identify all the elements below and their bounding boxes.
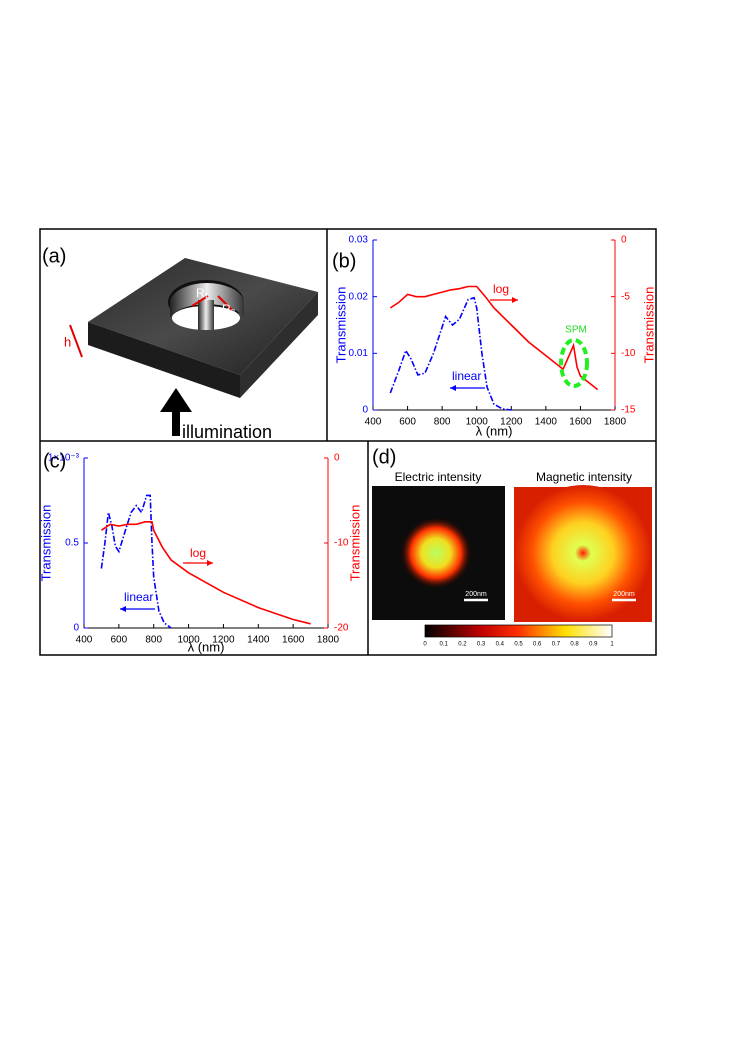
x-tick-label: 1200 [500,417,523,428]
colorbar-tick-label: 0.3 [477,642,486,648]
x-tick-label: 1400 [247,635,270,646]
x-tick-label: 800 [434,417,451,428]
colorbar-tick-label: 0.8 [570,642,579,648]
panel-label: (c) [43,450,66,472]
annotation: SPM [565,325,587,336]
x-tick-label: 1800 [604,417,627,428]
colorbar-tick-label: 0.1 [440,642,449,648]
colorbar-tick-label: 0.6 [533,642,542,648]
series-label: linear [452,369,481,383]
y2-axis-label: Transmission [347,505,362,582]
arrow-head [120,606,126,612]
map-title: Electric intensity [395,470,482,484]
panel-label: (d) [372,446,396,468]
series-line [389,285,599,391]
y2-tick-label: -20 [334,623,349,634]
map-title: Magnetic intensity [536,470,632,484]
arrow-head [207,560,213,566]
series-line [100,494,172,629]
annotation-ring [559,338,589,388]
radius-label: R₂ [222,302,236,316]
frames [39,228,657,656]
x-tick-label: 600 [111,635,128,646]
colorbar-tick-label: 0.5 [514,642,523,648]
y-axis-label: Transmission [333,287,348,364]
series-line [100,521,311,625]
y2-tick-label: -15 [621,405,636,416]
series-label: log [190,546,206,560]
x-tick-label: 400 [76,635,93,646]
colorbar-tick-label: 0.2 [458,642,467,648]
height-label: h [64,334,71,349]
y2-axis-label: Transmission [641,287,656,364]
x-tick-label: 1800 [317,635,340,646]
x-tick-label: 1000 [177,635,200,646]
x-tick-label: 600 [399,417,416,428]
y2-tick-label: -10 [621,348,636,359]
arrow-head [450,385,456,391]
panel-label: (b) [332,250,356,272]
x-axis-label: λ (nm) [188,639,225,654]
y-axis-label: Transmission [38,505,53,582]
series-label: linear [124,590,153,604]
x-tick-label: 1000 [466,417,489,428]
y-tick-label: 0 [73,623,79,634]
x-tick-label: 1600 [569,417,592,428]
field-maps [372,485,652,638]
colorbar-tick-label: 1 [610,642,614,648]
slab-illustration [69,258,318,436]
y-tick-label: 1×10⁻³ [48,453,80,464]
series-line [389,296,512,411]
arrow-head [512,297,518,303]
colorbar-tick-label: 0 [423,642,427,648]
y-tick-label: 0.03 [349,235,369,246]
y2-tick-label: 0 [334,453,340,464]
illumination-label: illumination [182,422,272,442]
scale-label: 200nm [465,591,487,598]
scale-label: 200nm [613,591,635,598]
y2-tick-label: -10 [334,538,349,549]
x-axis-label: λ (nm) [476,423,513,438]
x-tick-label: 1600 [282,635,305,646]
y-tick-label: 0 [362,405,368,416]
x-tick-label: 1400 [535,417,558,428]
colorbar-tick-label: 0.7 [552,642,561,648]
y2-tick-label: -5 [621,291,630,302]
x-tick-label: 1200 [212,635,235,646]
y-tick-label: 0.5 [65,538,79,549]
x-tick-label: 800 [145,635,162,646]
series-label: log [493,282,509,296]
y-tick-label: 0.01 [349,348,369,359]
colorbar-tick-label: 0.4 [496,642,505,648]
colorbar-tick-label: 0.9 [589,642,598,648]
panel-label: (a) [42,245,66,267]
x-tick-label: 400 [365,417,382,428]
y-tick-label: 0.02 [349,291,369,302]
radius-label: R₁ [196,286,209,300]
y2-tick-label: 0 [621,235,627,246]
